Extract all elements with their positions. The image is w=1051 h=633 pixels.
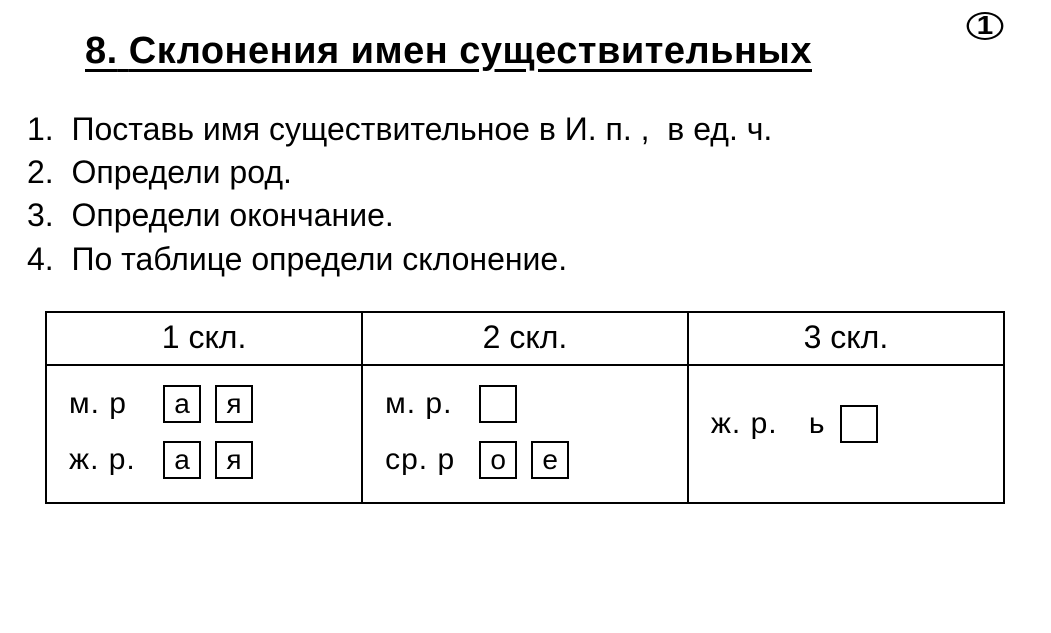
page-number-badge: 1 (967, 12, 1004, 40)
gender-label: ж. р. (69, 436, 149, 484)
declension-table: 1 скл. 2 скл. 3 скл. м. р а я ж. р. а я … (45, 311, 1005, 504)
ending-box: а (163, 441, 201, 479)
ending-box: а (163, 385, 201, 423)
table-cell-col1: м. р а я ж. р. а я (46, 365, 362, 503)
table-header: 3 скл. (688, 312, 1004, 365)
step-item: 1. Поставь имя существительное в И. п. ,… (27, 108, 991, 151)
step-item: 4. По таблице определи склонение. (27, 238, 991, 281)
table-row: ср. р о е (385, 436, 669, 484)
ending-box: о (479, 441, 517, 479)
ending-box: е (531, 441, 569, 479)
gender-label: м. р. (385, 380, 465, 428)
table-cell-col3: ж. р. ь (688, 365, 1004, 503)
step-item: 3. Определи окончание. (27, 194, 991, 237)
soft-sign: ь (809, 400, 825, 448)
page-title: 8. Склонения имен существительных (85, 30, 812, 72)
ending-box-empty (840, 405, 878, 443)
table-row: м. р. (385, 380, 669, 428)
table-cell-col2: м. р. ср. р о е (362, 365, 688, 503)
ending-box: я (215, 441, 253, 479)
table-row: ж. р. а я (69, 436, 343, 484)
title-text: Склонения имен существительных (129, 30, 812, 72)
gender-label: м. р (69, 380, 149, 428)
ending-box: я (215, 385, 253, 423)
gender-label: ср. р (385, 436, 465, 484)
step-item: 2. Определи род. (27, 151, 991, 194)
table-row: ж. р. ь (711, 400, 985, 448)
table-header: 1 скл. (46, 312, 362, 365)
steps-list: 1. Поставь имя существительное в И. п. ,… (27, 108, 991, 281)
gender-label: ж. р. (711, 400, 791, 448)
title-number: 8. (85, 30, 118, 72)
table-row: м. р а я (69, 380, 343, 428)
ending-box-empty (479, 385, 517, 423)
table-header: 2 скл. (362, 312, 688, 365)
